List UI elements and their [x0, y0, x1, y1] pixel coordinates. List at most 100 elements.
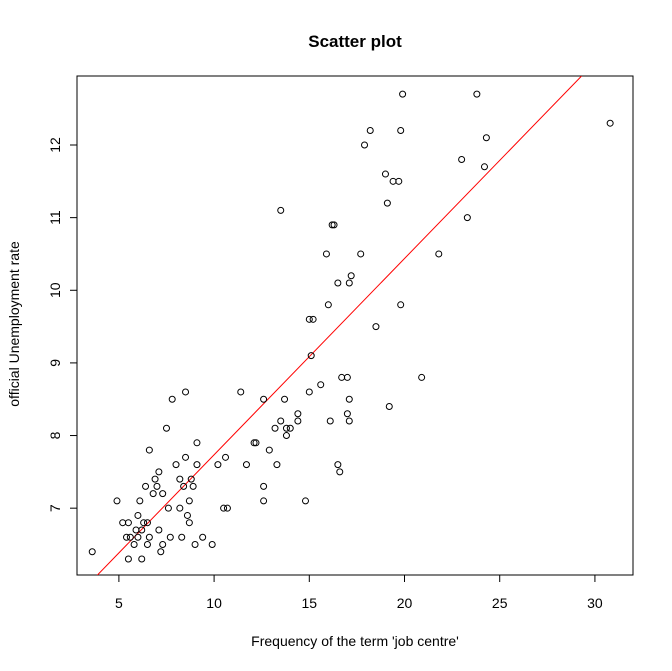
- data-point: [606, 119, 614, 127]
- data-point: [294, 417, 302, 425]
- data-point: [265, 446, 273, 454]
- data-point: [334, 461, 342, 469]
- data-point: [187, 475, 195, 483]
- data-point: [281, 395, 289, 403]
- data-point: [157, 548, 165, 556]
- data-point: [334, 279, 342, 287]
- data-point: [385, 402, 393, 410]
- data-point: [480, 163, 488, 171]
- data-point: [182, 388, 190, 396]
- data-point: [134, 533, 142, 541]
- data-point: [155, 468, 163, 476]
- data-point: [132, 526, 140, 534]
- data-point: [294, 410, 302, 418]
- data-point: [372, 323, 380, 331]
- data-point: [237, 388, 245, 396]
- data-point: [191, 540, 199, 548]
- chart-title: Scatter plot: [308, 32, 402, 51]
- data-point: [113, 497, 121, 505]
- data-point: [222, 453, 230, 461]
- data-point: [345, 279, 353, 287]
- data-point: [252, 439, 260, 447]
- data-point: [397, 126, 405, 134]
- data-point: [286, 424, 294, 432]
- data-point: [220, 504, 228, 512]
- data-point: [176, 475, 184, 483]
- data-point: [143, 519, 151, 527]
- data-point: [149, 490, 157, 498]
- data-point: [185, 497, 193, 505]
- plot-frame: [76, 75, 634, 576]
- data-point: [193, 461, 201, 469]
- data-point: [124, 519, 132, 527]
- data-point: [124, 555, 132, 563]
- y-tick-label: 8: [47, 431, 63, 439]
- data-point: [182, 453, 190, 461]
- data-point: [260, 497, 268, 505]
- data-point: [435, 250, 443, 258]
- data-point: [343, 410, 351, 418]
- data-point: [145, 446, 153, 454]
- data-point: [134, 511, 142, 519]
- data-point: [418, 373, 426, 381]
- data-point: [357, 250, 365, 258]
- y-tick-label: 12: [47, 137, 63, 153]
- data-point: [326, 417, 334, 425]
- data-point: [164, 504, 172, 512]
- data-point: [155, 526, 163, 534]
- data-point: [88, 548, 96, 556]
- data-point: [250, 439, 258, 447]
- data-point: [242, 461, 250, 469]
- data-point: [185, 519, 193, 527]
- data-point: [330, 221, 338, 229]
- data-point: [305, 315, 313, 323]
- data-point: [309, 315, 317, 323]
- data-point: [223, 504, 231, 512]
- data-point: [322, 250, 330, 258]
- data-point: [151, 475, 159, 483]
- y-tick-label: 11: [47, 210, 63, 225]
- data-point: [463, 214, 471, 222]
- data-point: [180, 482, 188, 490]
- data-point: [162, 424, 170, 432]
- data-point: [328, 221, 336, 229]
- data-point: [383, 199, 391, 207]
- y-tick-label: 9: [47, 359, 63, 367]
- data-point: [336, 468, 344, 476]
- data-point: [176, 504, 184, 512]
- regression-line: [96, 76, 582, 575]
- data-point: [166, 533, 174, 541]
- data-point: [482, 134, 490, 142]
- data-point: [271, 424, 279, 432]
- data-point: [458, 156, 466, 164]
- data-point: [324, 301, 332, 309]
- x-tick-label: 10: [206, 595, 222, 611]
- y-axis-title: official Unemployment rate: [6, 241, 22, 407]
- data-point: [338, 373, 346, 381]
- data-point: [343, 373, 351, 381]
- data-point: [142, 482, 150, 490]
- data-point: [397, 301, 405, 309]
- x-tick-label: 15: [302, 595, 318, 611]
- data-point: [317, 381, 325, 389]
- data-point: [305, 388, 313, 396]
- data-point: [277, 417, 285, 425]
- data-point: [260, 395, 268, 403]
- data-point: [345, 417, 353, 425]
- data-point: [159, 490, 167, 498]
- data-point: [130, 540, 138, 548]
- data-point: [347, 272, 355, 280]
- data-point: [178, 533, 186, 541]
- data-point: [172, 461, 180, 469]
- data-point: [366, 126, 374, 134]
- data-point: [119, 519, 127, 527]
- data-point: [189, 482, 197, 490]
- data-point: [208, 540, 216, 548]
- data-point: [138, 555, 146, 563]
- data-point: [273, 461, 281, 469]
- data-point: [193, 439, 201, 447]
- y-tick-label: 10: [47, 282, 63, 298]
- x-tick-label: 20: [397, 595, 413, 611]
- data-point: [168, 395, 176, 403]
